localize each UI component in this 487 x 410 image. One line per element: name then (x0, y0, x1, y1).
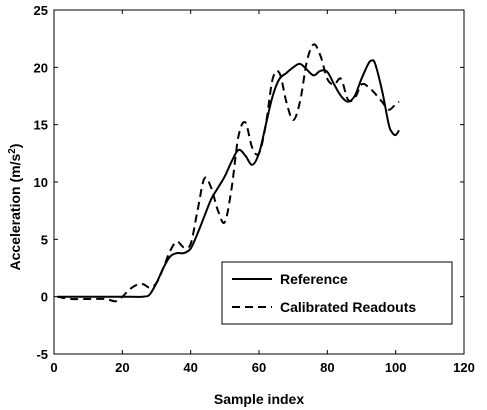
y-axis-label-main: Acceleration (m/s (7, 154, 23, 271)
series-layer (57, 43, 400, 303)
x-tick-label: 20 (115, 360, 129, 375)
x-tick-label: 60 (252, 360, 266, 375)
x-tick-label: 100 (385, 360, 407, 375)
legend-label-reference: Reference (280, 271, 348, 287)
x-axis-label: Sample index (214, 391, 304, 407)
y-axis-ticks: -5 0 5 10 15 20 25 (34, 3, 464, 362)
legend-box (221, 261, 453, 325)
y-axis-label-sup: 2 (7, 148, 18, 154)
x-axis-ticks: 0 20 40 60 80 100 120 (50, 10, 475, 375)
y-tick-label: 0 (41, 290, 48, 305)
x-tick-label: 120 (453, 360, 475, 375)
series-line-reference (57, 59, 400, 298)
y-tick-label: 25 (34, 3, 48, 18)
y-tick-label: 5 (41, 232, 48, 247)
x-tick-label: 40 (183, 360, 197, 375)
legend-label-calibrated: Calibrated Readouts (280, 299, 416, 315)
y-tick-label: 10 (34, 175, 48, 190)
legend: Reference Calibrated Readouts (221, 261, 453, 325)
y-axis-label: Acceleration (m/s2) (7, 144, 23, 271)
y-tick-label: -5 (36, 347, 48, 362)
y-axis-label-tail: ) (7, 144, 23, 149)
series-line-calibrated-readouts (57, 43, 400, 303)
y-tick-label: 20 (34, 60, 48, 75)
y-tick-label: 15 (34, 118, 48, 133)
x-tick-label: 0 (50, 360, 57, 375)
x-tick-label: 80 (320, 360, 334, 375)
